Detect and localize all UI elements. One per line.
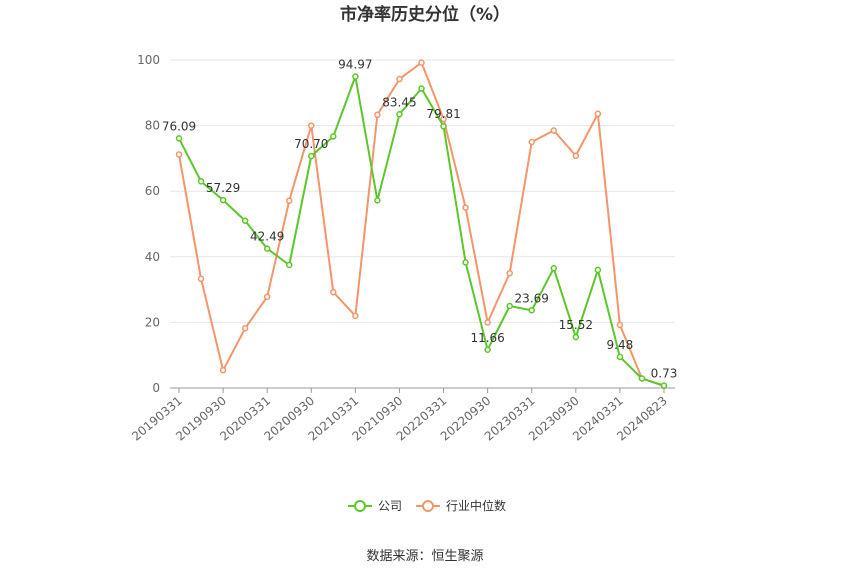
data-labels: 76.09 57.29 42.49 70.70 94.97 83.45 79.81 11.66… bbox=[162, 57, 678, 380]
data-point bbox=[462, 204, 469, 211]
series-layer bbox=[175, 59, 668, 390]
data-label: 70.70 bbox=[294, 137, 328, 151]
data-point bbox=[263, 293, 271, 301]
data-label: 79.81 bbox=[426, 107, 460, 121]
data-label: 42.49 bbox=[250, 230, 284, 244]
data-point bbox=[506, 302, 513, 310]
y-tick-label: 80 bbox=[145, 119, 160, 133]
data-label: 76.09 bbox=[162, 119, 196, 133]
y-tick-label: 0 bbox=[152, 381, 160, 395]
data-label: 11.66 bbox=[470, 331, 504, 345]
series-line-1 bbox=[178, 61, 665, 387]
x-axis: 2019033120190930202003312020093020210331… bbox=[129, 387, 675, 444]
data-label: 57.29 bbox=[206, 181, 240, 195]
y-tick-label: 60 bbox=[145, 184, 160, 198]
data-point bbox=[506, 269, 513, 277]
data-point bbox=[197, 275, 205, 283]
data-point bbox=[374, 197, 381, 204]
data-point bbox=[330, 133, 337, 140]
y-tick-label: 20 bbox=[145, 315, 160, 329]
grid-lines bbox=[170, 59, 675, 389]
data-label: 83.45 bbox=[382, 95, 416, 109]
data-point bbox=[484, 346, 491, 354]
data-point bbox=[440, 122, 447, 130]
data-point bbox=[175, 135, 183, 142]
data-point bbox=[484, 319, 491, 326]
data-point bbox=[330, 288, 337, 296]
data-point bbox=[241, 217, 249, 224]
data-label: 23.69 bbox=[515, 291, 549, 305]
data-point bbox=[440, 115, 447, 123]
data-point bbox=[241, 325, 249, 332]
data-point bbox=[616, 321, 624, 329]
y-tick-label: 100 bbox=[137, 53, 160, 67]
data-point bbox=[594, 266, 602, 274]
data-point bbox=[285, 261, 293, 269]
data-point bbox=[550, 127, 558, 134]
legend-label: 行业中位数 bbox=[446, 498, 506, 513]
data-point bbox=[219, 367, 227, 374]
data-point bbox=[572, 152, 580, 160]
data-point bbox=[660, 382, 668, 389]
data-point bbox=[308, 122, 315, 129]
data-point bbox=[616, 353, 624, 361]
data-point bbox=[285, 197, 293, 204]
legend: 公司 行业中位数 bbox=[348, 498, 506, 513]
data-point bbox=[374, 111, 381, 119]
data-label: 15.52 bbox=[559, 318, 593, 332]
data-point bbox=[352, 73, 359, 80]
source-note: 数据来源：恒生聚源 bbox=[366, 549, 483, 564]
data-label: 9.48 bbox=[607, 338, 634, 352]
legend-label: 公司 bbox=[378, 499, 402, 513]
data-point bbox=[175, 151, 183, 158]
data-point bbox=[197, 178, 205, 185]
legend-swatch-marker bbox=[354, 500, 366, 512]
data-point bbox=[462, 259, 469, 266]
y-axis: 0 20 40 60 80 100 bbox=[137, 53, 160, 395]
data-label: 0.73 bbox=[651, 367, 678, 381]
data-point bbox=[418, 85, 425, 92]
data-point bbox=[528, 307, 535, 314]
data-point bbox=[550, 265, 558, 272]
y-tick-label: 40 bbox=[145, 250, 160, 264]
data-point bbox=[352, 312, 359, 320]
data-label: 94.97 bbox=[338, 57, 372, 71]
data-point bbox=[396, 111, 403, 118]
data-point bbox=[572, 333, 580, 341]
data-point bbox=[308, 152, 315, 160]
data-point bbox=[418, 59, 425, 66]
data-point bbox=[594, 110, 602, 118]
data-point bbox=[219, 196, 227, 204]
chart-title: 市净率历史分位（%） bbox=[340, 4, 510, 25]
data-point bbox=[638, 375, 646, 382]
data-point bbox=[396, 75, 403, 83]
data-point bbox=[263, 245, 271, 252]
legend-swatch-marker bbox=[422, 500, 434, 512]
data-point bbox=[528, 138, 535, 146]
